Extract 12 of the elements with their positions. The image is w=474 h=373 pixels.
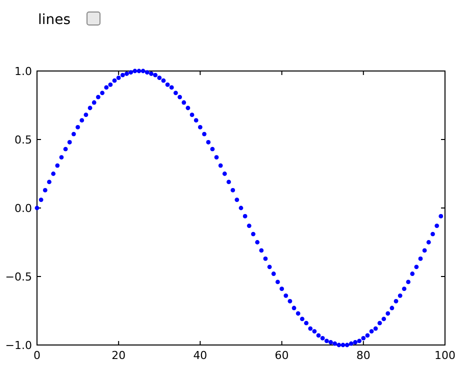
y-tick-label: 0.5 — [14, 134, 32, 146]
y-tick-label: −0.5 — [5, 270, 32, 284]
x-tick-label: 80 — [356, 349, 370, 362]
text: lines — [38, 12, 71, 28]
y-tick-label: 1.0 — [14, 65, 32, 78]
y-tick-label: 0.0 — [14, 202, 32, 215]
x-tick-label: 0 — [34, 349, 40, 362]
x-tick-label: 100 — [434, 349, 456, 362]
x-tick-label: 40 — [193, 349, 208, 362]
y-tick-label: −1.0 — [5, 339, 32, 352]
x-tick-label: 20 — [112, 349, 126, 362]
x-tick-label: 60 — [274, 349, 289, 362]
